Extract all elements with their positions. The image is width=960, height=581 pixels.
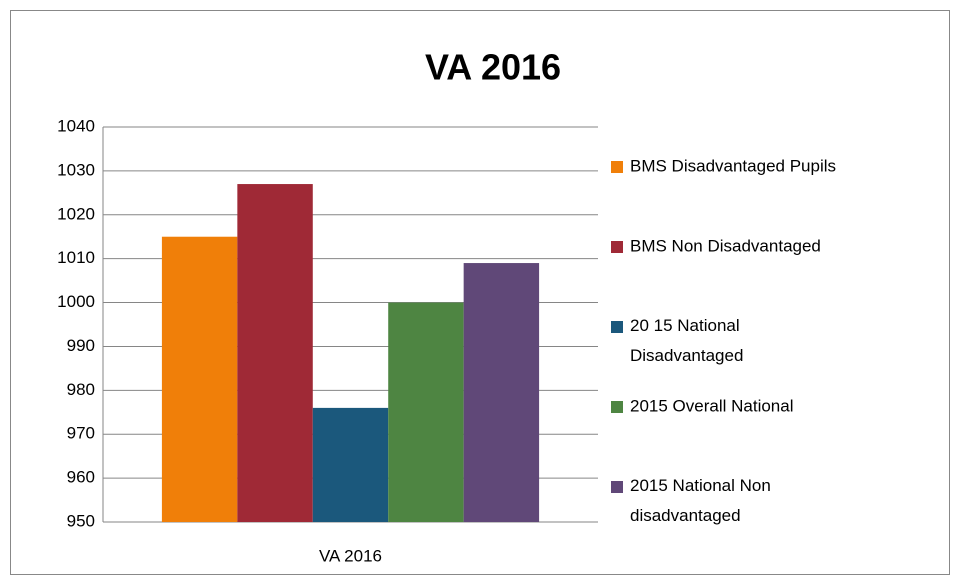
y-tick-label: 960 [67,468,95,487]
bar [463,263,540,522]
y-tick-label: 950 [67,511,95,530]
legend-swatch [611,481,623,493]
bar [161,236,238,522]
bar [388,302,464,522]
legend-label: 20 15 National Disadvantaged [630,316,743,365]
legend-swatch [611,401,623,413]
y-tick-label: 1010 [57,248,95,267]
y-tick-label: 1040 [57,116,95,135]
legend-swatch [611,241,623,253]
legend-swatch [611,321,623,333]
bar [312,407,389,522]
y-tick-label: 1000 [57,292,95,311]
y-tick-label: 990 [67,336,95,355]
legend-swatch [611,161,623,173]
legend-label: 2015 National Non disadvantaged [630,476,771,525]
bar [237,184,313,523]
y-tick-label: 980 [67,380,95,399]
x-tick-label: VA 2016 [319,546,382,565]
y-tick-label: 1030 [57,160,95,179]
y-tick-label: 970 [67,424,95,443]
legend-label: BMS Disadvantaged Pupils [630,156,836,175]
legend-label: BMS Non Disadvantaged [630,236,821,255]
chart-title: VA 2016 [425,47,561,88]
legend-label: 2015 Overall National [630,396,793,415]
y-tick-label: 1020 [57,204,95,223]
